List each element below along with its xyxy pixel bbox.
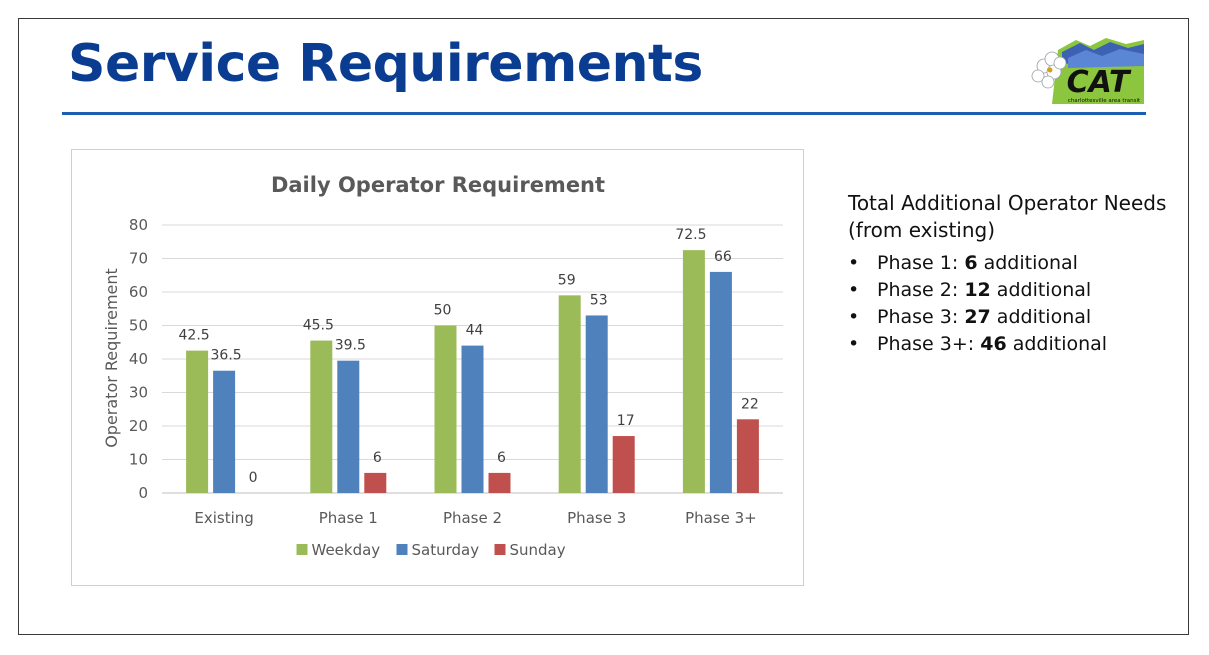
bar-sunday-phase-3 <box>612 436 635 493</box>
data-label: 36.5 <box>211 348 242 364</box>
item-value: 27 <box>964 306 991 328</box>
bar-saturday-phase-3 <box>585 315 608 493</box>
x-tick-label: Phase 2 <box>443 509 502 527</box>
bullet-icon: • <box>848 279 860 301</box>
item-suffix: additional <box>990 306 1092 328</box>
legend-label: Sunday <box>510 541 566 559</box>
data-label: 72.5 <box>675 227 706 243</box>
y-tick-label: 70 <box>129 250 148 268</box>
bar-sunday-phase-3- <box>736 419 759 493</box>
title-divider <box>62 112 1146 115</box>
bar-weekday-phase-2 <box>434 325 457 493</box>
y-tick-label: 80 <box>129 216 148 234</box>
y-tick-label: 10 <box>129 451 148 469</box>
data-label: 59 <box>558 272 576 288</box>
data-label: 42.5 <box>179 328 210 344</box>
item-label: Phase 2: <box>877 279 965 301</box>
data-label: 50 <box>434 303 452 319</box>
side-panel: Total Additional Operator Needs (from ex… <box>848 190 1178 358</box>
bar-chart: Daily Operator Requirement 0102030405060… <box>102 173 783 559</box>
chart-container: Daily Operator Requirement 0 10 20 30 40 50 60… <box>71 149 804 586</box>
bar-sunday-phase-2 <box>488 472 511 493</box>
bar-saturday-phase-3- <box>709 271 732 493</box>
data-label: 39.5 <box>335 338 366 354</box>
x-tick-label: Existing <box>194 509 253 527</box>
x-tick-label: Phase 1 <box>319 509 378 527</box>
list-item: • Phase 2: 12 additional <box>848 277 1178 304</box>
data-label: 6 <box>497 450 506 466</box>
page-title: Service Requirements <box>68 34 703 94</box>
bar-saturday-phase-2 <box>461 345 484 493</box>
bar-weekday-existing <box>186 350 209 493</box>
legend-label: Saturday <box>412 541 480 559</box>
data-label: 44 <box>466 323 484 339</box>
data-label: 0 <box>249 470 258 486</box>
bar-weekday-phase-1 <box>310 340 333 493</box>
bullet-icon: • <box>848 252 860 274</box>
item-value: 12 <box>964 279 991 301</box>
data-label: 45.5 <box>303 318 334 334</box>
y-tick-label: 20 <box>129 417 148 435</box>
chart-title: Daily Operator Requirement <box>271 173 605 197</box>
item-value: 46 <box>980 333 1007 355</box>
item-value: 6 <box>964 252 978 274</box>
legend-label: Weekday <box>312 541 381 559</box>
item-suffix: additional <box>977 252 1078 274</box>
data-label: 17 <box>617 413 635 429</box>
data-label: 66 <box>714 249 732 265</box>
bar-weekday-phase-3 <box>558 295 581 493</box>
y-axis-title: Operator Requirement <box>102 268 121 448</box>
additional-needs-list: • Phase 1: 6 additional • Phase 2: 12 addi… <box>848 250 1178 358</box>
y-tick-label: 40 <box>129 350 148 368</box>
list-item: • Phase 3: 27 additional <box>848 304 1178 331</box>
item-label: Phase 3+: <box>877 333 981 355</box>
data-label: 6 <box>373 450 382 466</box>
bullet-icon: • <box>848 333 860 355</box>
data-label: 22 <box>741 396 759 412</box>
item-label: Phase 3: <box>877 306 965 328</box>
legend-swatch <box>396 544 408 555</box>
item-label: Phase 1: <box>877 252 965 274</box>
bar-saturday-existing <box>213 370 236 493</box>
y-tick-label: 0 <box>138 484 148 502</box>
y-tick-label: 60 <box>129 283 148 301</box>
legend-swatch <box>494 544 506 555</box>
list-item: • Phase 1: 6 additional <box>848 250 1178 277</box>
list-item: • Phase 3+: 46 additional <box>848 331 1178 358</box>
legend-swatch <box>296 544 308 555</box>
side-heading: Total Additional Operator Needs (from ex… <box>848 191 1167 242</box>
bar-saturday-phase-1 <box>337 360 360 493</box>
x-tick-label: Phase 3+ <box>685 509 757 527</box>
y-tick-label: 50 <box>129 317 148 335</box>
x-tick-label: Phase 3 <box>567 509 626 527</box>
cat-logo: CAT charlottesville area transit <box>1028 36 1146 108</box>
data-label: 53 <box>590 292 608 308</box>
logo-text: CAT <box>1067 65 1132 100</box>
item-suffix: additional <box>990 279 1092 301</box>
bullet-icon: • <box>848 306 860 328</box>
logo-subtext: charlottesville area transit <box>1068 98 1141 104</box>
bar-weekday-phase-3- <box>682 250 705 493</box>
bar-sunday-phase-1 <box>364 472 387 493</box>
y-tick-label: 30 <box>129 384 148 402</box>
item-suffix: additional <box>1006 333 1108 355</box>
